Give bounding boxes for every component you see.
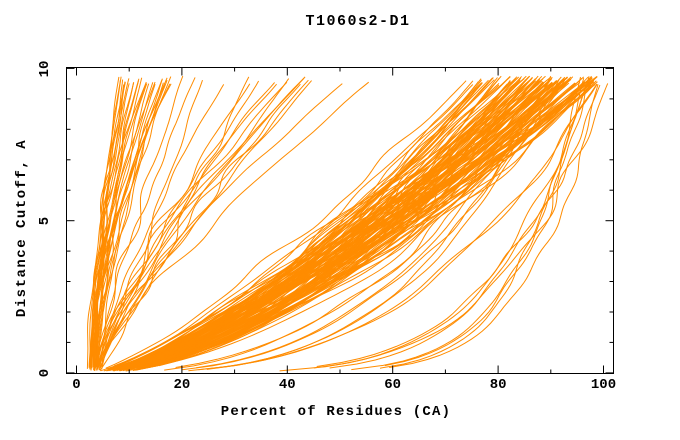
model-curve xyxy=(206,75,552,370)
y-tick-label-0: 0 xyxy=(37,368,53,378)
model-curve xyxy=(94,77,305,370)
model-curve xyxy=(389,84,599,368)
model-curve xyxy=(182,82,558,371)
model-curve xyxy=(96,78,290,368)
model-curve xyxy=(100,84,225,368)
model-curve xyxy=(96,83,251,368)
model-curve xyxy=(93,84,147,371)
model-curve xyxy=(95,81,288,367)
model-curve xyxy=(188,78,560,372)
x-tick-label-40: 40 xyxy=(278,377,296,393)
model-curve xyxy=(118,75,531,371)
model-curve xyxy=(99,76,250,371)
x-tick-label-20: 20 xyxy=(173,377,191,393)
y-axis-label: Distance Cutoff, A xyxy=(14,138,30,318)
model-curve xyxy=(212,83,598,369)
x-tick-label-100: 100 xyxy=(590,377,617,393)
x-tick-label-60: 60 xyxy=(384,377,402,393)
model-curve xyxy=(123,79,595,368)
model-curve xyxy=(198,84,598,371)
model-curve xyxy=(196,79,550,369)
model-curve xyxy=(99,79,309,369)
model-curve xyxy=(93,76,306,367)
model-curve xyxy=(122,82,596,371)
model-curve xyxy=(100,84,474,372)
model-curve xyxy=(329,84,587,369)
model-curve xyxy=(101,83,277,370)
model-curve xyxy=(379,76,581,369)
model-curve xyxy=(126,83,500,367)
model-curve xyxy=(118,77,522,371)
model-curve xyxy=(384,76,590,367)
model-curve xyxy=(92,75,184,370)
model-curve xyxy=(313,83,609,369)
model-curve xyxy=(86,81,147,369)
model-curve xyxy=(96,77,196,371)
model-curve xyxy=(96,80,312,370)
model-curve xyxy=(117,83,527,370)
model-curve xyxy=(146,78,533,368)
axis-ticks xyxy=(66,67,614,374)
model-curve xyxy=(124,79,521,369)
model-curve xyxy=(137,81,598,367)
model-curve xyxy=(108,83,527,371)
model-curve xyxy=(133,81,511,367)
model-curve xyxy=(164,77,553,371)
y-tick-label-10: 10 xyxy=(37,60,53,77)
model-curve xyxy=(105,80,467,369)
model-curve xyxy=(316,84,601,367)
model-curve xyxy=(145,80,537,367)
model-curve xyxy=(117,76,572,371)
model-curve xyxy=(90,80,139,371)
model-curve xyxy=(139,81,586,367)
model-curve xyxy=(97,83,301,369)
x-axis-label: Percent of Residues (CA) xyxy=(220,404,452,420)
model-curve xyxy=(97,80,260,369)
model-curve xyxy=(279,79,589,372)
model-curve xyxy=(107,82,482,371)
y-tick-label-5: 5 xyxy=(37,216,53,226)
model-curve xyxy=(99,78,163,371)
model-curve xyxy=(137,78,591,368)
model-curve xyxy=(93,76,172,367)
model-curve xyxy=(125,79,571,369)
x-tick-label-0: 0 xyxy=(72,377,81,393)
model-curve xyxy=(118,79,489,370)
x-tick-label-80: 80 xyxy=(489,377,507,393)
chart-title: T1060s2-D1 xyxy=(305,13,411,30)
model-curve xyxy=(145,76,589,367)
model-curve xyxy=(142,76,562,369)
model-curve xyxy=(128,83,577,368)
model-curves-group xyxy=(86,75,609,372)
